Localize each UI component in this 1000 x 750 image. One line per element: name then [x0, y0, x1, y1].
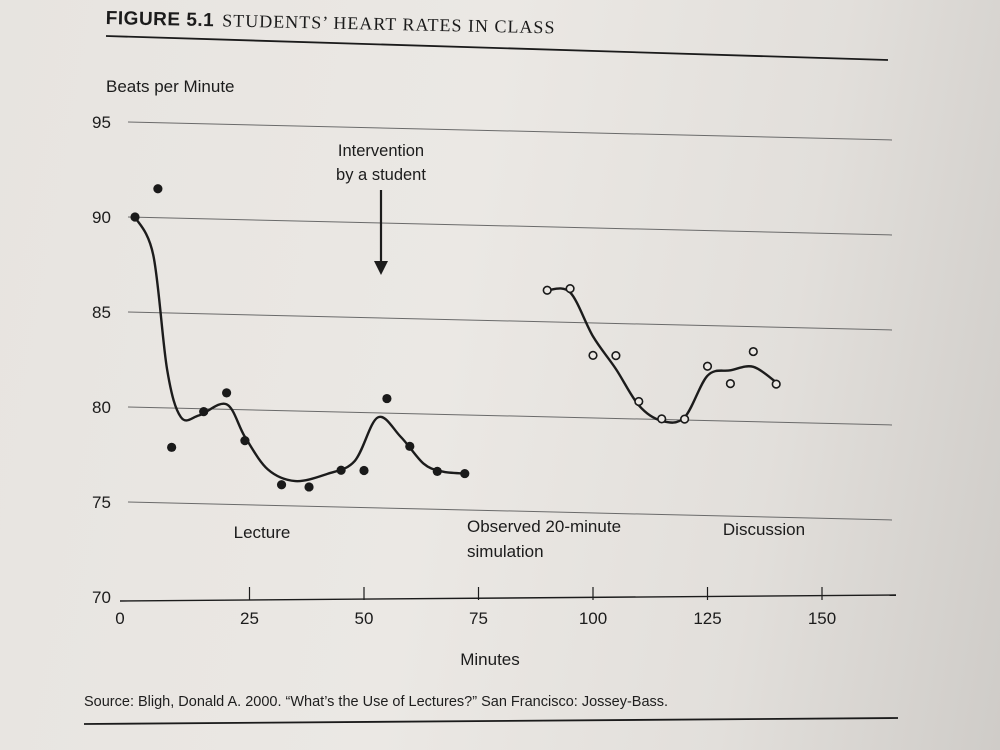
- data-point-filled: [222, 388, 232, 398]
- gridline-85: [127, 311, 893, 331]
- data-point-hollow: [725, 378, 736, 389]
- intervention-label-line1: Intervention: [338, 142, 424, 160]
- data-point-filled: [276, 480, 287, 490]
- data-point-filled: [432, 466, 442, 476]
- data-point-hollow: [611, 351, 621, 361]
- x-axis-label: Minutes: [460, 650, 520, 669]
- data-point-filled: [382, 393, 392, 404]
- series-1-trend-curve: [133, 216, 465, 483]
- gridline-80: [127, 406, 893, 426]
- data-point-filled: [336, 465, 346, 475]
- x-tick-label: 75: [469, 609, 488, 628]
- intervention-label-line2: by a student: [336, 166, 426, 184]
- data-point-filled: [240, 435, 250, 446]
- y-tick-label: 80: [92, 398, 111, 417]
- y-axis-label: Beats per Minute: [106, 77, 235, 96]
- data-point-filled: [130, 212, 140, 222]
- simulation-label-line2: simulation: [467, 542, 544, 561]
- lecture-label: Lecture: [234, 523, 291, 542]
- source-citation: Source: Bligh, Donald A. 2000. “What’s t…: [84, 694, 669, 710]
- gridline-75: [127, 501, 893, 521]
- data-point-filled: [304, 482, 314, 492]
- gridline-90: [127, 216, 893, 236]
- x-tick-label: 0: [115, 609, 124, 628]
- data-point-filled: [359, 465, 369, 476]
- x-tick-label: 150: [808, 609, 836, 628]
- data-point-filled: [405, 441, 415, 451]
- data-point-hollow: [588, 350, 598, 360]
- y-tick-label: 70: [92, 588, 111, 607]
- data-point-hollow: [634, 396, 644, 407]
- y-tick-label: 95: [92, 113, 111, 132]
- data-point-filled: [199, 407, 209, 417]
- simulation-label-line1: Observed 20-minute: [467, 517, 621, 536]
- x-tick-label: 25: [240, 609, 259, 628]
- y-tick-label: 75: [92, 493, 111, 512]
- data-point-hollow: [565, 284, 575, 294]
- data-point-hollow: [679, 414, 690, 424]
- data-point-filled: [460, 468, 470, 479]
- x-axis-line: [119, 594, 897, 602]
- y-tick-label: 90: [92, 208, 111, 227]
- data-point-hollow: [771, 379, 781, 389]
- series-2-trend-curve: [547, 287, 777, 424]
- y-tick-label: 85: [92, 303, 111, 322]
- intervention-arrow-head: [374, 261, 388, 275]
- data-point-hollow: [657, 414, 667, 424]
- x-tick-label: 50: [355, 609, 374, 628]
- data-point-hollow: [748, 346, 758, 357]
- discussion-label: Discussion: [723, 520, 805, 539]
- data-point-hollow: [542, 285, 552, 295]
- data-point-filled: [153, 184, 163, 194]
- data-point-filled: [167, 442, 177, 452]
- x-tick-label: 125: [693, 609, 721, 628]
- x-tick-label: 100: [579, 609, 607, 628]
- data-point-hollow: [702, 361, 713, 371]
- source-rule: [83, 717, 899, 725]
- header-rule: [105, 35, 889, 61]
- gridline-95: [127, 121, 893, 141]
